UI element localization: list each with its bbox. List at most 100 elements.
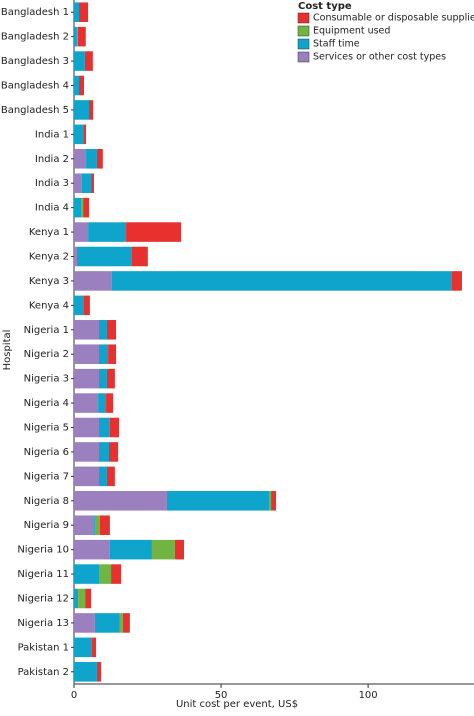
bar-segment (74, 26, 77, 47)
y-tick-label: Nigeria 13 (17, 618, 69, 629)
bar-segment (74, 271, 112, 291)
bar-segment (111, 564, 122, 584)
x-tick-label: 100 (359, 690, 378, 701)
x-tick-label: 0 (71, 690, 77, 701)
bar-segment (84, 124, 87, 145)
bar-segment (94, 613, 120, 633)
bar-segment (74, 222, 89, 242)
bar-segment (109, 442, 119, 462)
y-tick-label: India 2 (35, 154, 69, 165)
bar-segment (74, 564, 99, 584)
bar-segment (271, 491, 277, 511)
bar-segment (74, 149, 87, 169)
bar-segment (89, 100, 94, 120)
bar-segment (74, 320, 99, 340)
bar-segment (74, 295, 84, 316)
bar-segment (81, 173, 92, 193)
bar-segment (269, 491, 272, 511)
bar-segment (108, 344, 117, 364)
y-tick-label: Nigeria 12 (17, 594, 69, 605)
y-tick-label: Nigeria 5 (24, 423, 69, 434)
legend-label: Staff time (313, 39, 360, 50)
y-tick-label: Bangladesh 4 (1, 81, 69, 92)
bar-segment (85, 588, 92, 609)
x-tick-label: 50 (215, 690, 228, 701)
bar-segment (109, 539, 152, 560)
y-tick-label: Kenya 3 (29, 276, 69, 287)
y-axis-title: Hospital (2, 330, 13, 371)
bar-segment (99, 442, 109, 462)
bar-segment (78, 588, 86, 609)
y-tick-label: Nigeria 11 (17, 569, 69, 580)
bar-segment (74, 637, 92, 658)
legend-label: Services or other cost types (313, 52, 446, 63)
bar-segment (166, 491, 269, 511)
bar-segment (106, 393, 114, 413)
y-tick-label: Bangladesh 1 (1, 7, 69, 18)
bar-segment (119, 613, 123, 633)
legend-swatch (297, 25, 310, 37)
bar-segment (74, 124, 84, 145)
y-tick-label: Bangladesh 5 (1, 105, 69, 116)
bar-segment (81, 197, 84, 218)
bar-segment (74, 662, 97, 682)
y-tick-label: India 1 (35, 129, 69, 140)
x-axis-title: Unit cost per event, US$ (176, 699, 298, 710)
bar-segment (74, 2, 79, 22)
bar-segment (74, 613, 95, 633)
y-tick-label: Kenya 4 (29, 300, 69, 311)
bar-segment (88, 222, 127, 242)
bar-segment (74, 344, 99, 364)
bar-segment (76, 246, 132, 267)
legend-label: Consumable or disposable supplies used (313, 13, 474, 24)
y-tick-label: Nigeria 2 (24, 349, 69, 360)
bar-segment (91, 173, 94, 193)
bar-segment (74, 100, 89, 120)
y-tick-label: Nigeria 7 (24, 471, 69, 482)
y-tick-label: Bangladesh 2 (1, 32, 69, 43)
bar-segment (76, 26, 78, 47)
bar-segment (74, 368, 99, 389)
bar-segment (99, 417, 110, 438)
y-tick-label: Pakistan 2 (18, 667, 69, 678)
bar-segment (131, 246, 148, 267)
bar-segment (99, 515, 110, 535)
bar-segment (99, 344, 109, 364)
bar-segment (122, 613, 130, 633)
y-tick-label: India 4 (35, 203, 69, 214)
bar-segment (74, 51, 85, 71)
bar-segment (106, 320, 117, 340)
bar-segment (74, 173, 82, 193)
bar-segment (451, 271, 462, 291)
y-tick-label: Nigeria 10 (17, 545, 69, 556)
bar-segment (99, 368, 107, 389)
bar-segment (106, 368, 115, 389)
bar-segment (106, 466, 115, 487)
bar-segment (96, 149, 103, 169)
bar-segment (109, 417, 119, 438)
bar-segment (99, 320, 107, 340)
bar-segment (174, 539, 184, 560)
legend-label: Equipment used (313, 26, 390, 37)
legend-swatch (297, 12, 310, 24)
y-tick-label: Nigeria 1 (24, 325, 69, 336)
bar-segment (74, 197, 82, 218)
bar-segment (74, 539, 110, 560)
bar-segment (96, 662, 102, 682)
bar-segment (74, 75, 79, 96)
bar-segment (91, 637, 97, 658)
y-tick-label: Nigeria 3 (24, 374, 69, 385)
legend-swatch (297, 38, 310, 50)
y-tick-label: Nigeria 4 (24, 398, 69, 409)
y-tick-label: Kenya 1 (29, 227, 69, 238)
bar-segment (84, 51, 93, 71)
bar-segment (94, 515, 100, 535)
y-tick-label: Kenya 2 (29, 252, 69, 263)
bar-segment (94, 515, 95, 535)
bar-segment (74, 466, 99, 487)
bar-segment (111, 271, 452, 291)
bar-segment (74, 491, 167, 511)
y-tick-label: Nigeria 9 (24, 520, 69, 531)
legend-title: Cost type (298, 1, 352, 12)
